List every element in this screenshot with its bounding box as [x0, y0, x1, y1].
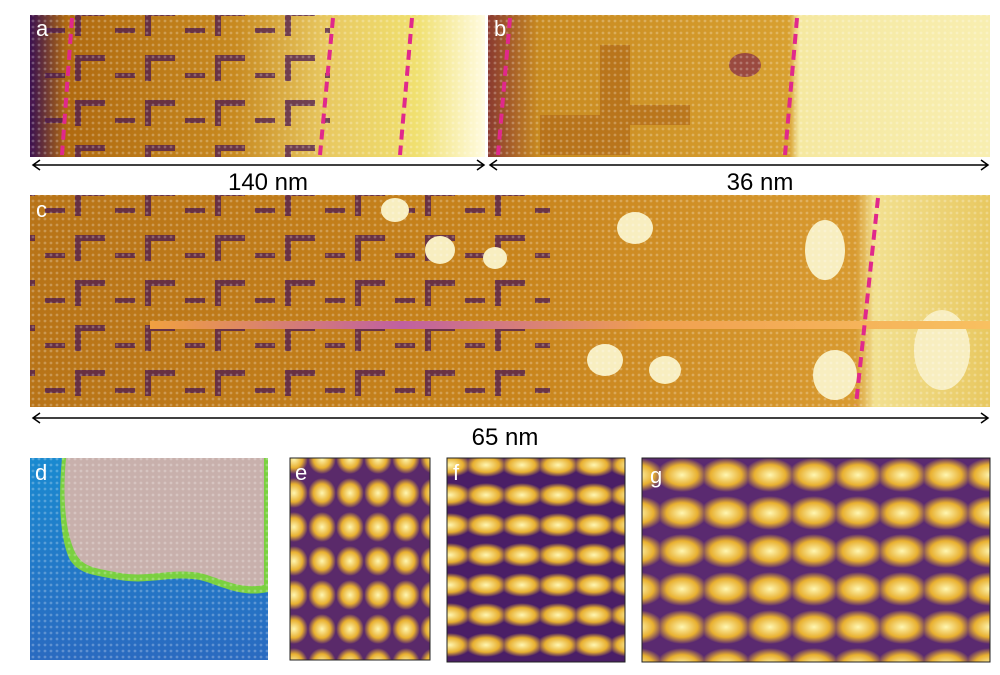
panel-label: g — [650, 463, 662, 488]
panel-label: d — [35, 460, 47, 485]
panel-b: b — [488, 15, 990, 157]
stm-image — [641, 457, 991, 663]
panel-f: f — [446, 457, 626, 663]
panel-g: g — [641, 457, 991, 663]
texture — [30, 15, 485, 157]
boundary — [783, 17, 799, 156]
texture — [488, 15, 990, 157]
boundary — [854, 197, 880, 406]
panel-d: d — [30, 458, 268, 660]
boundary — [398, 17, 414, 156]
boundary — [318, 17, 335, 156]
panel-label: a — [36, 16, 49, 41]
boundary — [496, 17, 512, 156]
panel-label: c — [36, 197, 47, 222]
boundary — [60, 17, 74, 156]
stm-image — [289, 457, 431, 661]
scale-bar: 65 nm — [31, 412, 990, 451]
panel-label: f — [453, 460, 460, 485]
panel-a: a — [30, 15, 485, 157]
scale-label: 140 nm — [228, 169, 308, 196]
scale-bar: 140 nm — [31, 159, 486, 196]
texture — [30, 458, 268, 660]
scale-label: 65 nm — [472, 424, 539, 451]
panel-label: b — [494, 16, 506, 41]
stm-image — [446, 457, 626, 663]
texture — [30, 195, 990, 407]
profile-line — [150, 321, 990, 329]
scale-bar: 36 nm — [488, 159, 990, 196]
panel-label: e — [295, 460, 307, 485]
panel-c: c — [30, 195, 990, 407]
scale-label: 36 nm — [727, 169, 794, 196]
panel-e: e — [289, 457, 431, 661]
